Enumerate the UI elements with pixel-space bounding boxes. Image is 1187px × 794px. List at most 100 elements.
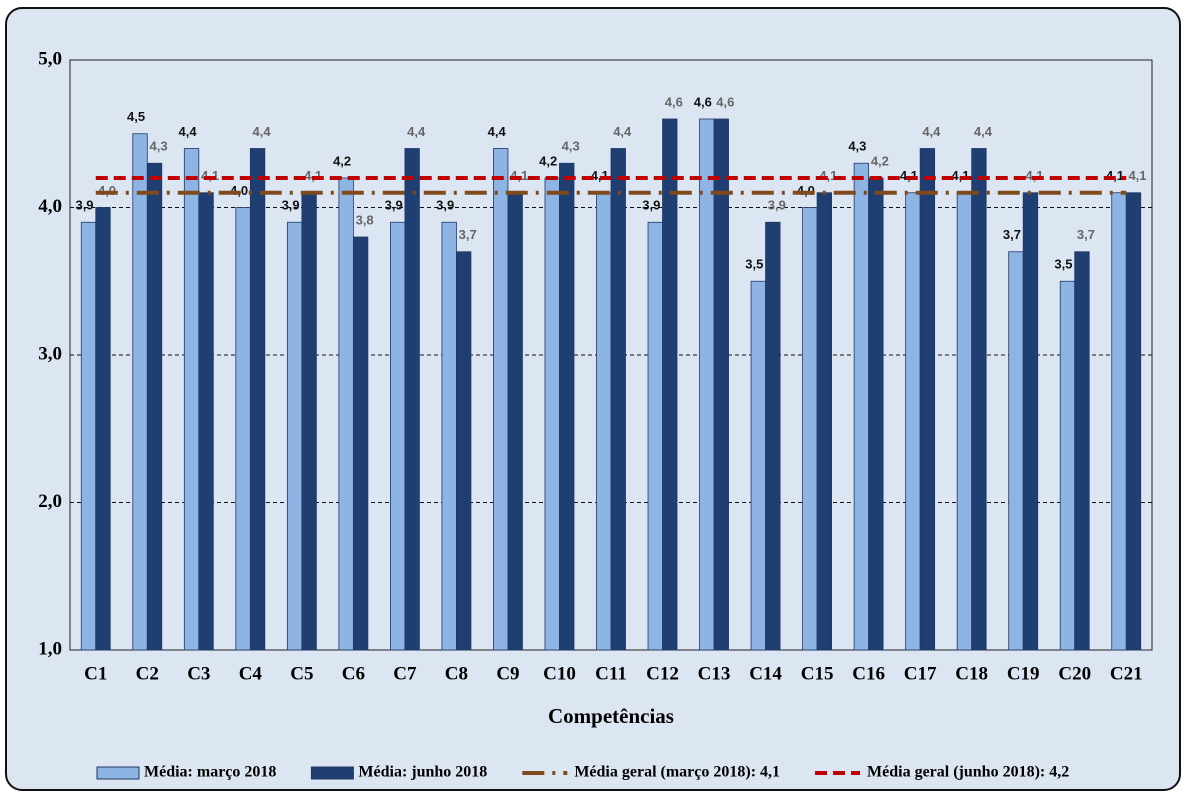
- bar: [441, 221, 457, 651]
- data-label: 3,7: [1077, 227, 1095, 242]
- data-label: 3,9: [436, 198, 454, 213]
- x-tick-label: C16: [852, 663, 885, 684]
- x-tick-label: C15: [801, 663, 834, 684]
- bar: [456, 251, 472, 651]
- bar: [338, 177, 354, 651]
- data-label: 4,3: [848, 139, 866, 154]
- x-tick-label: C9: [496, 663, 519, 684]
- bar: [905, 192, 921, 651]
- x-tick-label: C19: [1007, 663, 1040, 684]
- data-label: 4,6: [694, 94, 712, 109]
- legend-swatch: [310, 766, 354, 780]
- legend-label: Média geral (junho 2018): 4,2: [867, 764, 1069, 781]
- data-label: 3,7: [1003, 227, 1021, 242]
- data-label: 3,9: [768, 198, 786, 213]
- x-tick-label: C20: [1058, 663, 1091, 684]
- data-label: 3,5: [745, 257, 763, 272]
- data-label: 3,9: [385, 198, 403, 213]
- bar: [183, 148, 200, 651]
- bar: [301, 192, 317, 651]
- data-label: 4,5: [127, 109, 145, 124]
- data-label: 4,1: [1025, 168, 1043, 183]
- bar: [765, 221, 781, 651]
- bar: [610, 148, 626, 651]
- data-label: 3,9: [282, 198, 300, 213]
- x-tick-label: C18: [955, 663, 988, 684]
- bar: [286, 221, 303, 651]
- legend-swatch: [96, 766, 140, 780]
- x-tick-label: C12: [646, 663, 679, 684]
- bar: [1074, 251, 1090, 651]
- x-tick-label: C21: [1110, 663, 1143, 684]
- x-tick-label: C10: [543, 663, 576, 684]
- legend-label: Média: junho 2018: [358, 764, 487, 781]
- y-tick-label: 3,0: [38, 343, 62, 364]
- x-tick-label: C17: [904, 663, 937, 684]
- data-label: 4,2: [333, 153, 351, 168]
- data-label: 4,4: [922, 124, 941, 139]
- bar: [544, 177, 560, 651]
- data-label: 4,3: [562, 139, 580, 154]
- y-tick-label: 5,0: [38, 48, 62, 69]
- bar: [235, 207, 251, 651]
- data-label: 4,4: [613, 124, 632, 139]
- bar: [662, 118, 678, 651]
- bar: [493, 148, 509, 651]
- bar: [132, 133, 148, 651]
- x-tick-label: C1: [84, 663, 107, 684]
- bar: [750, 280, 766, 651]
- y-tick-label: 1,0: [38, 638, 62, 659]
- data-label: 4,3: [149, 139, 167, 154]
- bar: [816, 192, 832, 651]
- bar: [713, 118, 729, 651]
- data-label: 4,1: [304, 168, 322, 183]
- bar: [1022, 192, 1039, 651]
- bar: [1125, 192, 1142, 651]
- data-label: 4,2: [871, 153, 889, 168]
- data-label: 4,1: [819, 168, 837, 183]
- x-tick-label: C2: [136, 663, 159, 684]
- bar: [80, 221, 97, 651]
- bar: [249, 148, 266, 651]
- x-tick-label: C5: [290, 663, 313, 684]
- data-label: 4,1: [951, 168, 969, 183]
- bar: [853, 162, 870, 651]
- data-label: 4,2: [539, 153, 557, 168]
- data-label: 3,8: [356, 212, 374, 227]
- x-tick-label: C7: [393, 663, 417, 684]
- bar: [352, 236, 369, 651]
- data-label: 4,4: [179, 124, 198, 139]
- x-tick-label: C4: [239, 663, 263, 684]
- bar: [971, 148, 987, 651]
- data-label: 4,6: [716, 94, 734, 109]
- data-label: 3,5: [1054, 257, 1072, 272]
- data-label: 4,0: [230, 183, 248, 198]
- x-tick-label: C8: [445, 663, 468, 684]
- x-axis-title: Competências: [548, 704, 674, 728]
- data-label: 4,1: [1106, 168, 1124, 183]
- x-tick-label: C6: [342, 663, 365, 684]
- bar: [1111, 192, 1127, 651]
- bar: [198, 192, 214, 651]
- data-label: 4,4: [974, 124, 993, 139]
- x-tick-label: C3: [187, 663, 210, 684]
- bar: [146, 162, 163, 651]
- bar: [1059, 280, 1076, 651]
- data-label: 4,4: [407, 124, 426, 139]
- x-tick-label: C13: [698, 663, 731, 684]
- bar: [647, 221, 663, 651]
- data-label: 4,4: [253, 124, 272, 139]
- bar: [699, 118, 715, 651]
- data-label: 4,0: [797, 183, 815, 198]
- data-label: 4,1: [591, 168, 609, 183]
- bar: [956, 192, 973, 651]
- bar: [919, 148, 936, 651]
- y-tick-label: 4,0: [38, 196, 62, 217]
- bar: [868, 177, 884, 651]
- data-label: 4,1: [510, 168, 528, 183]
- x-tick-label: C14: [749, 663, 782, 684]
- data-label: 4,1: [900, 168, 918, 183]
- data-label: 3,9: [75, 198, 93, 213]
- bar: [95, 207, 111, 651]
- bar: [507, 192, 523, 651]
